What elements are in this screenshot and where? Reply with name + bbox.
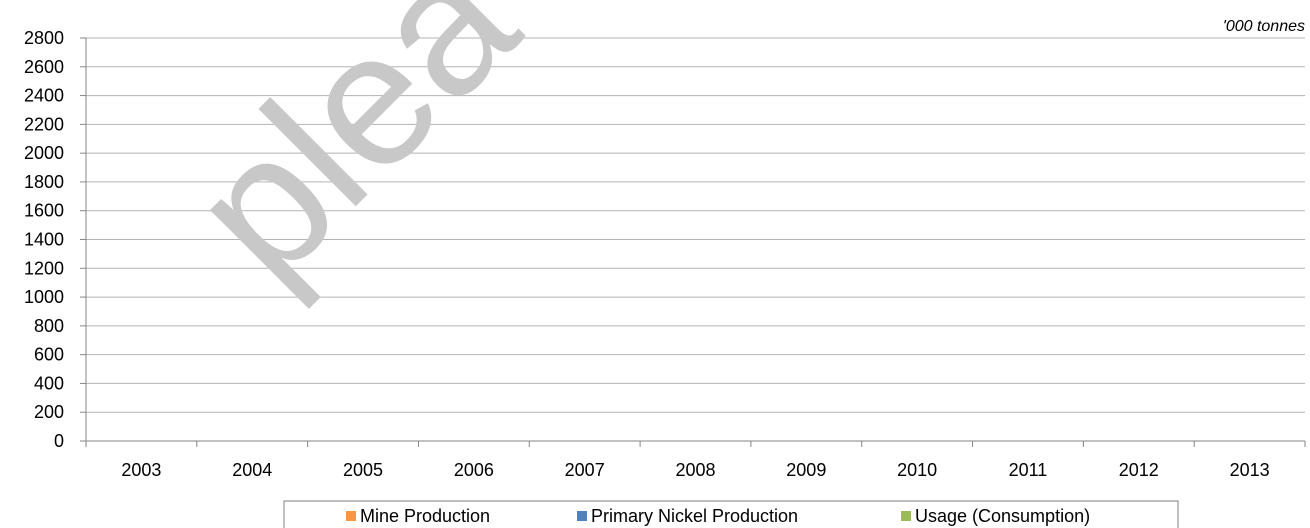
- legend-swatch: [901, 511, 911, 521]
- x-tick-label: 2012: [1119, 460, 1159, 480]
- y-tick-label: 800: [34, 316, 64, 336]
- legend-items: Mine Production Primary Nickel Production…: [346, 506, 1090, 526]
- y-tick-label: 1000: [24, 287, 64, 307]
- x-tick-label: 2005: [343, 460, 383, 480]
- y-tick-label: 1800: [24, 172, 64, 192]
- legend-box: [283, 500, 1179, 528]
- legend-swatch: [577, 511, 587, 521]
- legend-label: Mine Production: [360, 506, 490, 526]
- x-tick-label: 2013: [1230, 460, 1270, 480]
- legend: Mine Production Primary Nickel Production…: [283, 500, 1179, 528]
- axes: [85, 38, 1306, 447]
- y-tick-label: 600: [34, 345, 64, 365]
- x-tick-label: 2010: [897, 460, 937, 480]
- y-tick-label: 1600: [24, 201, 64, 221]
- y-tick-label: 1200: [24, 258, 64, 278]
- y-tick-label: 2000: [24, 143, 64, 163]
- y-tick-label: 0: [54, 431, 64, 451]
- x-tick-label: 2004: [232, 460, 272, 480]
- y-tick-label: 2600: [24, 57, 64, 77]
- y-axis-tick-labels: 0 200 400 600 800 1000 1200 1400 1600 1800 2000 220…: [24, 28, 64, 451]
- x-tick-label: 2008: [675, 460, 715, 480]
- legend-label: Primary Nickel Production: [591, 506, 798, 526]
- y-tick-label: 400: [34, 373, 64, 393]
- watermark-text: plea: [151, 0, 555, 319]
- y-tick-label: 2400: [24, 86, 64, 106]
- x-axis-tick-labels: 2003 2004 2005 2006 2007 2008 2009 2010 2011 2012…: [121, 460, 1269, 480]
- y-tick-label: 2800: [24, 28, 64, 48]
- x-tick-label: 2011: [1009, 460, 1048, 480]
- unit-label: '000 tonnes: [1223, 18, 1305, 35]
- legend-swatch: [346, 511, 356, 521]
- gridlines: [80, 37, 1305, 442]
- y-tick-label: 2200: [24, 114, 64, 134]
- x-tick-label: 2007: [565, 460, 605, 480]
- y-tick-label: 200: [34, 402, 64, 422]
- legend-label: Usage (Consumption): [915, 506, 1090, 526]
- x-tick-label: 2006: [454, 460, 494, 480]
- x-tick-label: 2009: [786, 460, 826, 480]
- y-tick-label: 1400: [24, 230, 64, 250]
- x-tick-label: 2003: [121, 460, 161, 480]
